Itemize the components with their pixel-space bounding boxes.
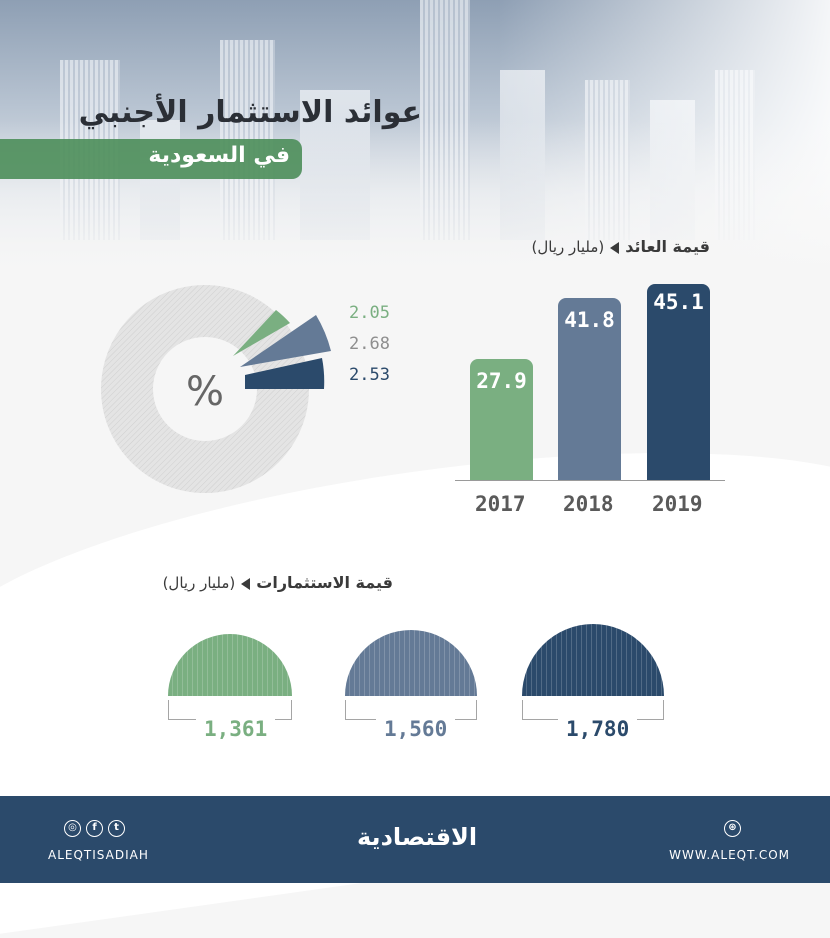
logo: الاقتصادية bbox=[357, 823, 478, 851]
dome-value: 1,560 bbox=[376, 717, 456, 741]
instagram-icon[interactable]: ◎ bbox=[64, 820, 81, 837]
social-handle[interactable]: ALEQTISADIAH bbox=[48, 848, 149, 862]
investments-label: قيمة الاستثمارات(مليار ريال) bbox=[162, 573, 393, 592]
dome-value: 1,361 bbox=[196, 717, 276, 741]
dome-2017 bbox=[168, 620, 292, 696]
percent-symbol: % bbox=[186, 369, 224, 415]
year-label: 2018 bbox=[563, 492, 614, 516]
page-title: عوائد الاستثمار الأجنبي bbox=[78, 95, 422, 130]
bar-2018: 41.8 bbox=[558, 298, 621, 480]
year-label: 2019 bbox=[652, 492, 703, 516]
twitter-icon[interactable]: t bbox=[108, 820, 125, 837]
pie-value: 2.68 bbox=[349, 334, 390, 354]
triangle-icon bbox=[241, 577, 251, 590]
facebook-icon[interactable]: f bbox=[86, 820, 103, 837]
globe-icon: ⊛ bbox=[724, 820, 741, 837]
year-label: 2017 bbox=[475, 492, 526, 516]
returns-label: قيمة العائد(مليار ريال) bbox=[531, 237, 711, 256]
dome-value: 1,780 bbox=[558, 717, 638, 741]
pie-value: 2.05 bbox=[349, 303, 390, 323]
pie-value: 2.53 bbox=[349, 365, 390, 385]
dome-2018 bbox=[345, 620, 477, 696]
footer bbox=[0, 796, 830, 883]
donut-chart: % bbox=[101, 285, 331, 493]
x-axis bbox=[455, 480, 725, 481]
website-link[interactable]: WWW.ALEQT.COM bbox=[669, 848, 790, 862]
subtitle-band bbox=[0, 139, 302, 179]
bar-2019: 45.1 bbox=[647, 284, 710, 480]
dome-2019 bbox=[522, 620, 664, 696]
bar-2017: 27.9 bbox=[470, 359, 533, 480]
page-subtitle: في السعودية bbox=[148, 143, 290, 168]
triangle-icon bbox=[610, 241, 620, 254]
